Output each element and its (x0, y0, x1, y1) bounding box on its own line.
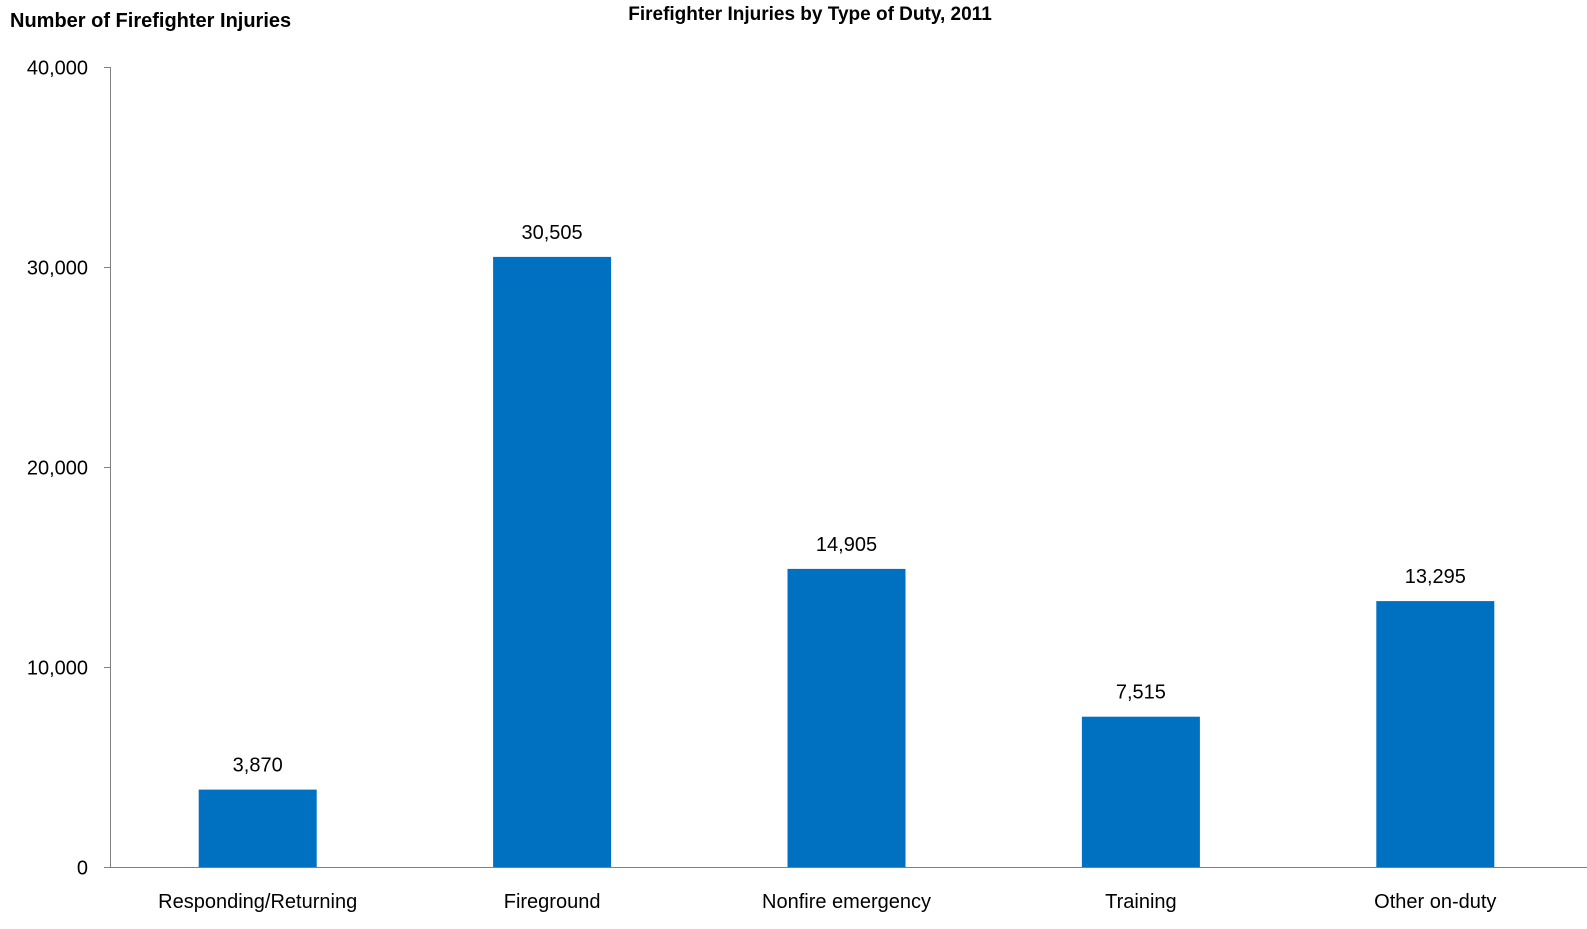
x-tick-label: Other on-duty (1374, 891, 1496, 913)
x-tick-label: Nonfire emergency (762, 891, 931, 913)
bar-value-label: 13,295 (1405, 566, 1466, 588)
y-ticks: 0 10,000 20,000 30,000 40,000 (27, 58, 110, 880)
y-axis-title: Number of Firefighter Injuries (10, 10, 291, 32)
axes (110, 67, 1587, 868)
bar (1081, 716, 1200, 867)
bar (493, 256, 612, 867)
chart-title: Firefighter Injuries by Type of Duty, 20… (628, 4, 992, 25)
y-tick-label: 10,000 (27, 658, 88, 680)
x-ticks: Responding/Returning Fireground Nonfire em… (158, 891, 1496, 913)
x-tick-label: Responding/Returning (158, 891, 357, 913)
bar-value-label: 14,905 (816, 534, 877, 556)
bar-value-label: 3,870 (233, 755, 283, 777)
bar (1376, 601, 1495, 867)
bars (198, 256, 1495, 867)
x-tick-label: Training (1105, 891, 1177, 913)
y-tick-label: 40,000 (27, 58, 88, 80)
data-labels: 3,870 30,505 14,905 7,515 13,295 (233, 222, 1466, 777)
y-tick-label: 0 (77, 858, 88, 880)
y-tick-label: 30,000 (27, 258, 88, 280)
y-tick-label: 20,000 (27, 458, 88, 480)
bar-value-label: 7,515 (1116, 682, 1166, 704)
bar (198, 789, 317, 867)
bar (787, 568, 906, 867)
bar-value-label: 30,505 (522, 222, 583, 244)
x-tick-label: Fireground (504, 891, 601, 913)
